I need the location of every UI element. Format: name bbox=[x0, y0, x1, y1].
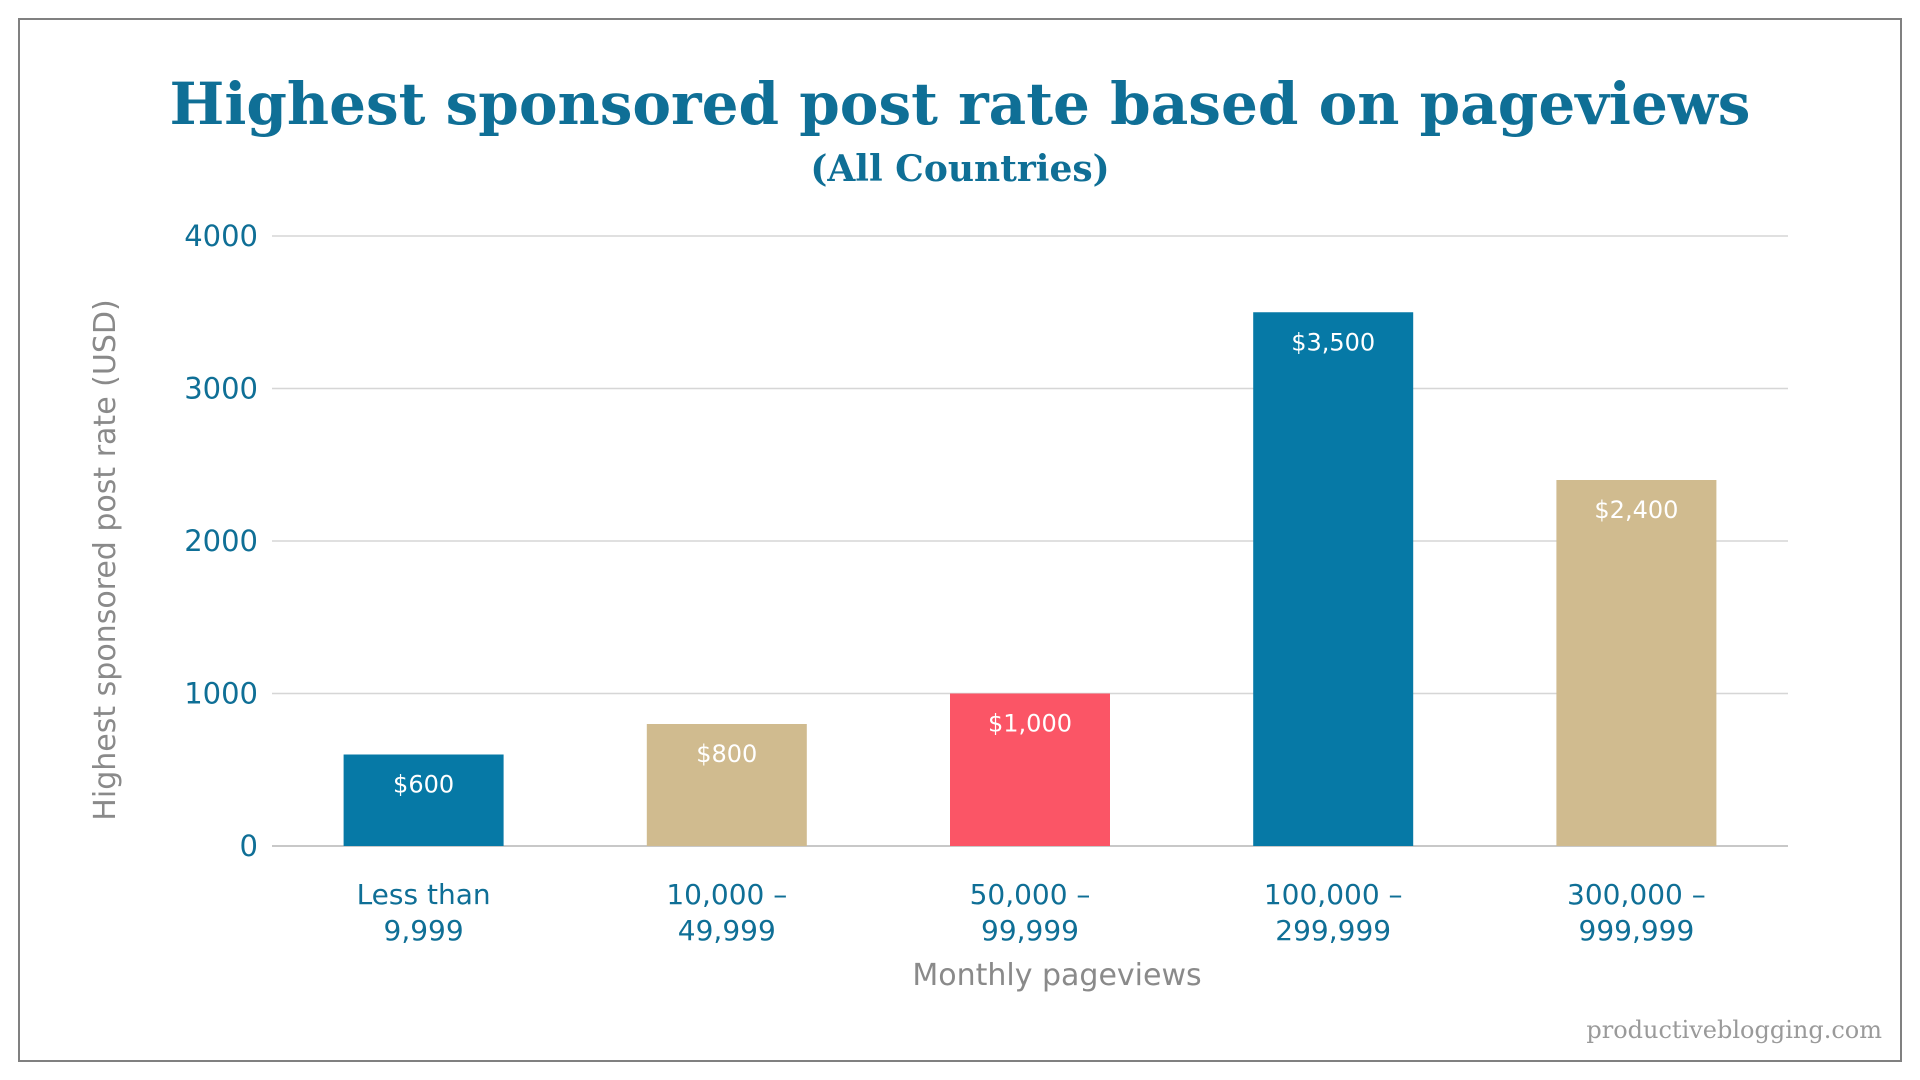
x-category-label: 49,999 bbox=[678, 914, 776, 947]
y-axis-title: Highest sponsored post rate (USD) bbox=[88, 299, 123, 820]
x-axis-title: Monthly pageviews bbox=[912, 958, 1201, 993]
x-category-label: 100,000 – bbox=[1264, 878, 1403, 911]
chart-title: Highest sponsored post rate based on pag… bbox=[169, 70, 1751, 138]
x-category-label: 299,999 bbox=[1275, 914, 1391, 947]
bar bbox=[1556, 480, 1717, 846]
x-category-label: 99,999 bbox=[981, 914, 1079, 947]
bars bbox=[343, 312, 1717, 846]
bar bbox=[1253, 312, 1414, 846]
y-tick-label: 3000 bbox=[184, 372, 258, 406]
data-label: $600 bbox=[393, 771, 454, 799]
data-labels: $600 $800 $1,000 $3,500 $2,400 bbox=[393, 328, 1678, 798]
bar bbox=[343, 754, 504, 846]
x-category-label: Less than bbox=[357, 878, 491, 911]
x-category-label: 10,000 – bbox=[666, 878, 787, 911]
data-label: $800 bbox=[696, 740, 757, 768]
y-tick-label: 4000 bbox=[184, 219, 258, 253]
x-category-label: 9,999 bbox=[384, 914, 464, 947]
x-category-label: 999,999 bbox=[1579, 914, 1695, 947]
watermark: productiveblogging.com bbox=[1586, 1016, 1882, 1044]
y-tick-label: 0 bbox=[240, 829, 258, 863]
data-label: $1,000 bbox=[988, 710, 1072, 738]
x-category-label: 300,000 – bbox=[1567, 878, 1706, 911]
y-tick-label: 2000 bbox=[184, 524, 258, 558]
data-label: $2,400 bbox=[1594, 496, 1678, 524]
y-tick-label: 1000 bbox=[184, 677, 258, 711]
bar bbox=[950, 693, 1110, 846]
bar bbox=[646, 724, 807, 846]
y-axis-ticks: 0 1000 2000 3000 4000 bbox=[184, 219, 258, 863]
data-label: $3,500 bbox=[1291, 328, 1375, 356]
chart-subtitle: (All Countries) bbox=[810, 148, 1110, 190]
x-category-label: 50,000 – bbox=[970, 878, 1091, 911]
